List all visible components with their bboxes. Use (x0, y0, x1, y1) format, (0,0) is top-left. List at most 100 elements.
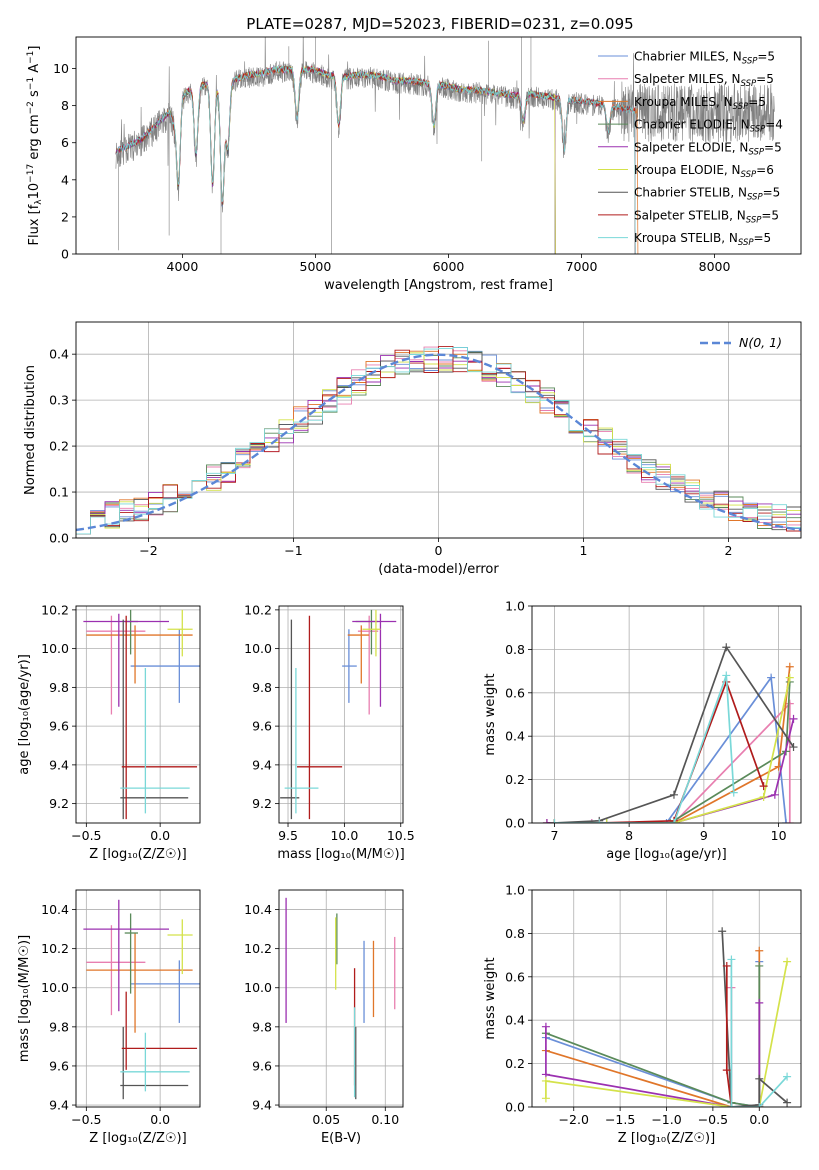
legend-eq: =5 (761, 208, 779, 222)
y-axis-label-part: −2 (26, 101, 36, 114)
legend-text: Kroupa ELODIE, N (634, 163, 741, 177)
weight-marker (755, 946, 764, 955)
weight-marker (718, 927, 727, 936)
y-tick-label: 9.6 (49, 719, 69, 734)
panel-Z-age: −0.5 0.0 9.2 9.4 9.6 9.8 10.0 10.2 Z [log₁₀(Z/Z☉… (17, 602, 201, 862)
y-tick-label: 9.8 (252, 680, 272, 695)
y-axis-label: Normed distribution (23, 365, 38, 495)
y-tick-label: 9.4 (252, 757, 272, 772)
x-axis-label: age [log₁₀(age/yr)] (606, 847, 727, 862)
legend-text: Salpeter ELODIE, N (634, 140, 748, 154)
y-axis-label-part: −1 (26, 77, 36, 90)
legend-text: Chabrier MILES, N (634, 50, 742, 64)
weight-marker (785, 673, 794, 682)
legend-entry: Chabrier MILES, NSSP=5 (634, 50, 775, 67)
x-tick-label: 7 (550, 828, 558, 843)
weight-marker (755, 1103, 764, 1107)
y-tick-label: 0.2 (505, 772, 525, 787)
weight-marker (541, 1076, 550, 1085)
y-tick-label: 9.8 (252, 1019, 272, 1034)
weight-marker (669, 819, 678, 823)
legend-eq: =5 (764, 140, 782, 154)
y-tick-label: 10.2 (244, 941, 272, 956)
weight-marker (783, 1098, 792, 1107)
y-tick-label: 0.0 (49, 531, 69, 546)
y-tick-label: 9.4 (49, 757, 69, 772)
y-tick-label: 0.8 (505, 926, 525, 941)
weight-marker (722, 1066, 731, 1075)
plot-area (83, 609, 200, 820)
x-tick-label: −1.5 (605, 1112, 635, 1127)
weight-marker (767, 673, 776, 682)
x-tick-label: −0.5 (698, 1112, 728, 1127)
y-axis-label: mass weight (483, 673, 498, 755)
weight-line-kroupa-stelib (730, 959, 788, 1107)
x-tick-label: 0.05 (312, 1112, 340, 1127)
panel-residuals: −2 −1 0 1 2 0.0 0.1 0.2 0.3 0.4 (data-model)/error… (23, 321, 802, 577)
weight-marker (789, 714, 798, 723)
legend-eq: =6 (756, 163, 774, 177)
y-tick-label: 10.0 (244, 641, 272, 656)
weight-marker (785, 819, 794, 823)
x-tick-label: 8 (625, 828, 633, 843)
legend-entry: Kroupa ELODIE, NSSP=6 (634, 163, 774, 180)
panel-Z-weight: −2.0 −1.5 −1.0 −0.5 0.0 0.0 0.2 0.4 0.6 0.8 1.0 Z [… (483, 883, 802, 1146)
model-line-kroupa-miles (115, 65, 639, 254)
weight-marker (783, 957, 792, 966)
y-tick-label: 1.0 (505, 883, 525, 898)
y-tick-label: 9.8 (49, 1019, 69, 1034)
y-axis-label: mass [log₁₀(M/M☉)] (17, 935, 32, 1062)
y-tick-label: 9.6 (252, 1058, 272, 1073)
panel-mass-age: 9.5 10.0 10.5 9.2 9.4 9.6 9.8 10.0 10.2 mass [log… (244, 602, 415, 862)
y-tick-label: 9.8 (49, 680, 69, 695)
panel-spectrum: 4000 5000 6000 7000 8000 0 2 4 6 8 10 wavelength [A… (26, 36, 802, 293)
legend-entry: N(0, 1) (739, 335, 782, 350)
weight-line-salpeter-elodie (546, 718, 795, 823)
y-tick-label: 0.4 (505, 1013, 525, 1028)
plot-area (541, 927, 792, 1107)
legend-sub: SSP (746, 215, 762, 225)
weight-line-chabrier-elodie (554, 681, 791, 823)
weight-marker (550, 819, 559, 823)
weight-marker (542, 819, 551, 823)
plot-area (280, 609, 397, 820)
y-tick-label: 10.4 (244, 902, 272, 917)
weight-line-salpeter-miles (730, 987, 760, 1107)
weight-marker (541, 1022, 550, 1031)
weight-marker (782, 819, 791, 823)
weight-marker (789, 743, 798, 752)
y-tick-label: 0.6 (505, 685, 525, 700)
x-axis-label: wavelength [Angstrom, rest frame] (324, 278, 553, 293)
legend-sub: SSP (733, 102, 749, 112)
y-axis-label: mass weight (483, 957, 498, 1039)
weight-marker (669, 790, 678, 799)
figure-title: PLATE=0287, MJD=52023, FIBERID=0231, z=0… (246, 15, 633, 33)
model-line-kroupa-stelib (115, 65, 636, 254)
y-tick-label: 0.0 (505, 816, 525, 831)
weight-line-kroupa-stelib (554, 675, 735, 823)
x-tick-label: −2.0 (559, 1112, 589, 1127)
weight-marker (755, 961, 764, 970)
legend-entry: Kroupa STELIB, NSSP=5 (634, 231, 771, 248)
weight-marker (785, 662, 794, 671)
x-tick-label: 0.0 (150, 828, 170, 843)
x-tick-label: 6000 (433, 259, 465, 274)
weight-marker (783, 1072, 792, 1081)
legend-sub: SSP (741, 79, 757, 89)
axes-frame (278, 605, 404, 824)
x-tick-label: 9 (700, 828, 708, 843)
x-tick-label: 10.5 (387, 828, 415, 843)
panel-age-weight: 7 8 9 10 0.0 0.2 0.4 0.6 0.8 1.0 age [log₁₀(age/yr… (483, 599, 802, 862)
weight-line-salpeter-miles (554, 701, 791, 823)
x-axis-label: Z [log₁₀(Z/Z☉)] (89, 847, 186, 862)
y-axis-label-part: 10 (27, 183, 42, 200)
weight-line-kroupa-miles (546, 666, 791, 823)
weight-line-salpeter-elodie (545, 1002, 761, 1107)
y-tick-label: 0.8 (505, 642, 525, 657)
legend-text: Salpeter STELIB, N (634, 208, 746, 222)
axes-frame (531, 605, 802, 824)
x-tick-label: 0.0 (749, 1112, 769, 1127)
y-tick-label: 6 (61, 135, 69, 150)
normal-curve (76, 353, 801, 532)
legend-sub: SSP (742, 57, 758, 67)
